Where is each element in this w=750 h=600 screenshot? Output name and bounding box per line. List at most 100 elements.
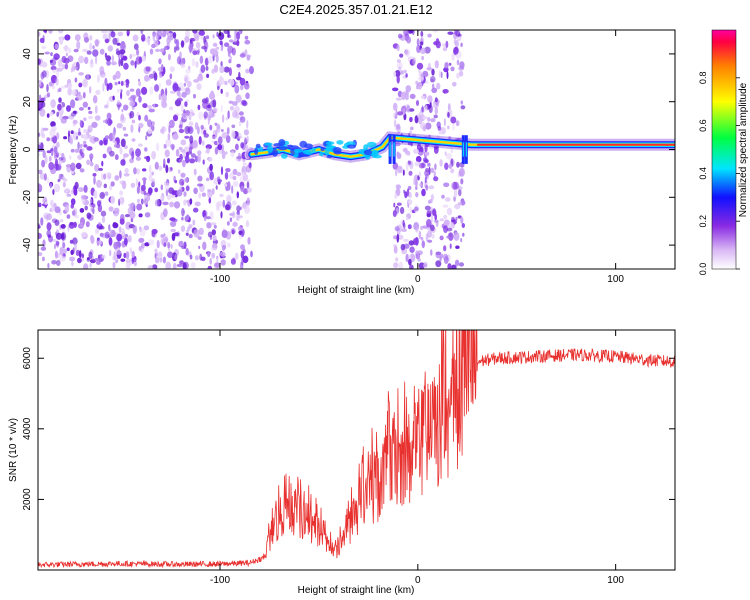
noise-blob (40, 71, 45, 80)
noise-blob (108, 206, 114, 212)
noise-blob (172, 133, 179, 140)
noise-blob (434, 163, 437, 171)
noise-blob (41, 101, 46, 108)
noise-blob (448, 136, 452, 140)
noise-blob (209, 258, 212, 265)
noise-blob (119, 218, 125, 225)
noise-blob (227, 30, 230, 38)
noise-blob (180, 103, 184, 113)
noise-blob (246, 181, 250, 189)
noise-blob (172, 82, 179, 92)
noise-blob (392, 87, 399, 92)
noise-blob (55, 151, 59, 158)
noise-blob (108, 237, 113, 246)
noise-blob (218, 77, 225, 86)
noise-blob (135, 168, 141, 175)
noise-blob (395, 109, 398, 118)
noise-blob (62, 181, 66, 188)
noise-blob (160, 48, 165, 53)
noise-blob (184, 125, 191, 135)
noise-blob (54, 43, 59, 50)
noise-blob (159, 257, 163, 263)
noise-blob (181, 112, 188, 118)
noise-blob (167, 36, 172, 40)
noise-blob (61, 234, 65, 240)
noise-blob (451, 216, 455, 223)
noise-blob (73, 187, 78, 196)
noise-blob (129, 100, 136, 107)
noise-blob (186, 99, 190, 103)
noise-blob (430, 118, 436, 123)
noise-blob (213, 224, 217, 229)
noise-blob (451, 53, 455, 61)
noise-blob (217, 144, 223, 151)
noise-blob (446, 152, 452, 160)
noise-blob (214, 122, 218, 126)
noise-blob (403, 69, 407, 74)
noise-blob (62, 242, 66, 249)
noise-blob (419, 41, 424, 46)
noise-blob (438, 130, 443, 135)
noise-blob (236, 135, 243, 139)
noise-blob (176, 189, 183, 197)
noise-blob (126, 32, 130, 37)
noise-blob (395, 168, 398, 177)
noise-blob (446, 71, 449, 80)
noise-blob (180, 63, 186, 69)
noise-blob (48, 30, 53, 34)
noise-blob (428, 185, 435, 190)
noise-blob (404, 30, 410, 35)
noise-blob (395, 97, 402, 101)
noise-blob (415, 192, 419, 198)
noise-blob (216, 200, 223, 207)
noise-blob (78, 55, 85, 64)
noise-blob (206, 222, 212, 229)
noise-blob (202, 159, 205, 165)
noise-blob (436, 121, 441, 129)
noise-blob (462, 232, 465, 237)
noise-blob (132, 225, 137, 235)
noise-blob (120, 116, 126, 124)
noise-blob (215, 46, 220, 50)
noise-blob (69, 155, 72, 160)
noise-blob (121, 227, 125, 237)
noise-blob (427, 230, 432, 238)
noise-blob (60, 219, 64, 223)
noise-blob (167, 251, 174, 259)
noise-blob (193, 93, 196, 99)
noise-blob (178, 158, 183, 163)
noise-blob (123, 252, 127, 259)
noise-blob (79, 119, 82, 128)
noise-blob (144, 74, 150, 82)
noise-blob (460, 178, 464, 185)
noise-blob (131, 151, 135, 160)
noise-blob (118, 81, 121, 85)
noise-blob (239, 116, 246, 123)
noise-blob (149, 48, 154, 55)
noise-blob (122, 55, 128, 61)
noise-blob (176, 263, 183, 268)
noise-blob (226, 221, 230, 226)
noise-blob (114, 154, 119, 161)
noise-blob (162, 256, 166, 264)
noise-blob (170, 143, 175, 150)
noise-blob (399, 53, 404, 58)
noise-blob (105, 55, 112, 62)
noise-blob (438, 70, 441, 78)
noise-blob (178, 82, 185, 89)
x-tick-label: 100 (607, 274, 624, 285)
noise-blob (211, 188, 215, 195)
noise-blob (55, 232, 63, 240)
noise-blob (146, 193, 151, 202)
noise-blob (198, 136, 202, 145)
noise-blob (46, 92, 51, 97)
noise-blob (109, 228, 112, 237)
noise-blob (242, 172, 245, 176)
spectrogram-ridge (245, 131, 675, 164)
noise-blob (170, 167, 173, 171)
noise-blob (94, 39, 99, 47)
noise-blob (169, 73, 173, 80)
noise-blob (443, 219, 450, 227)
noise-blob (138, 246, 142, 251)
noise-blob (84, 56, 89, 64)
